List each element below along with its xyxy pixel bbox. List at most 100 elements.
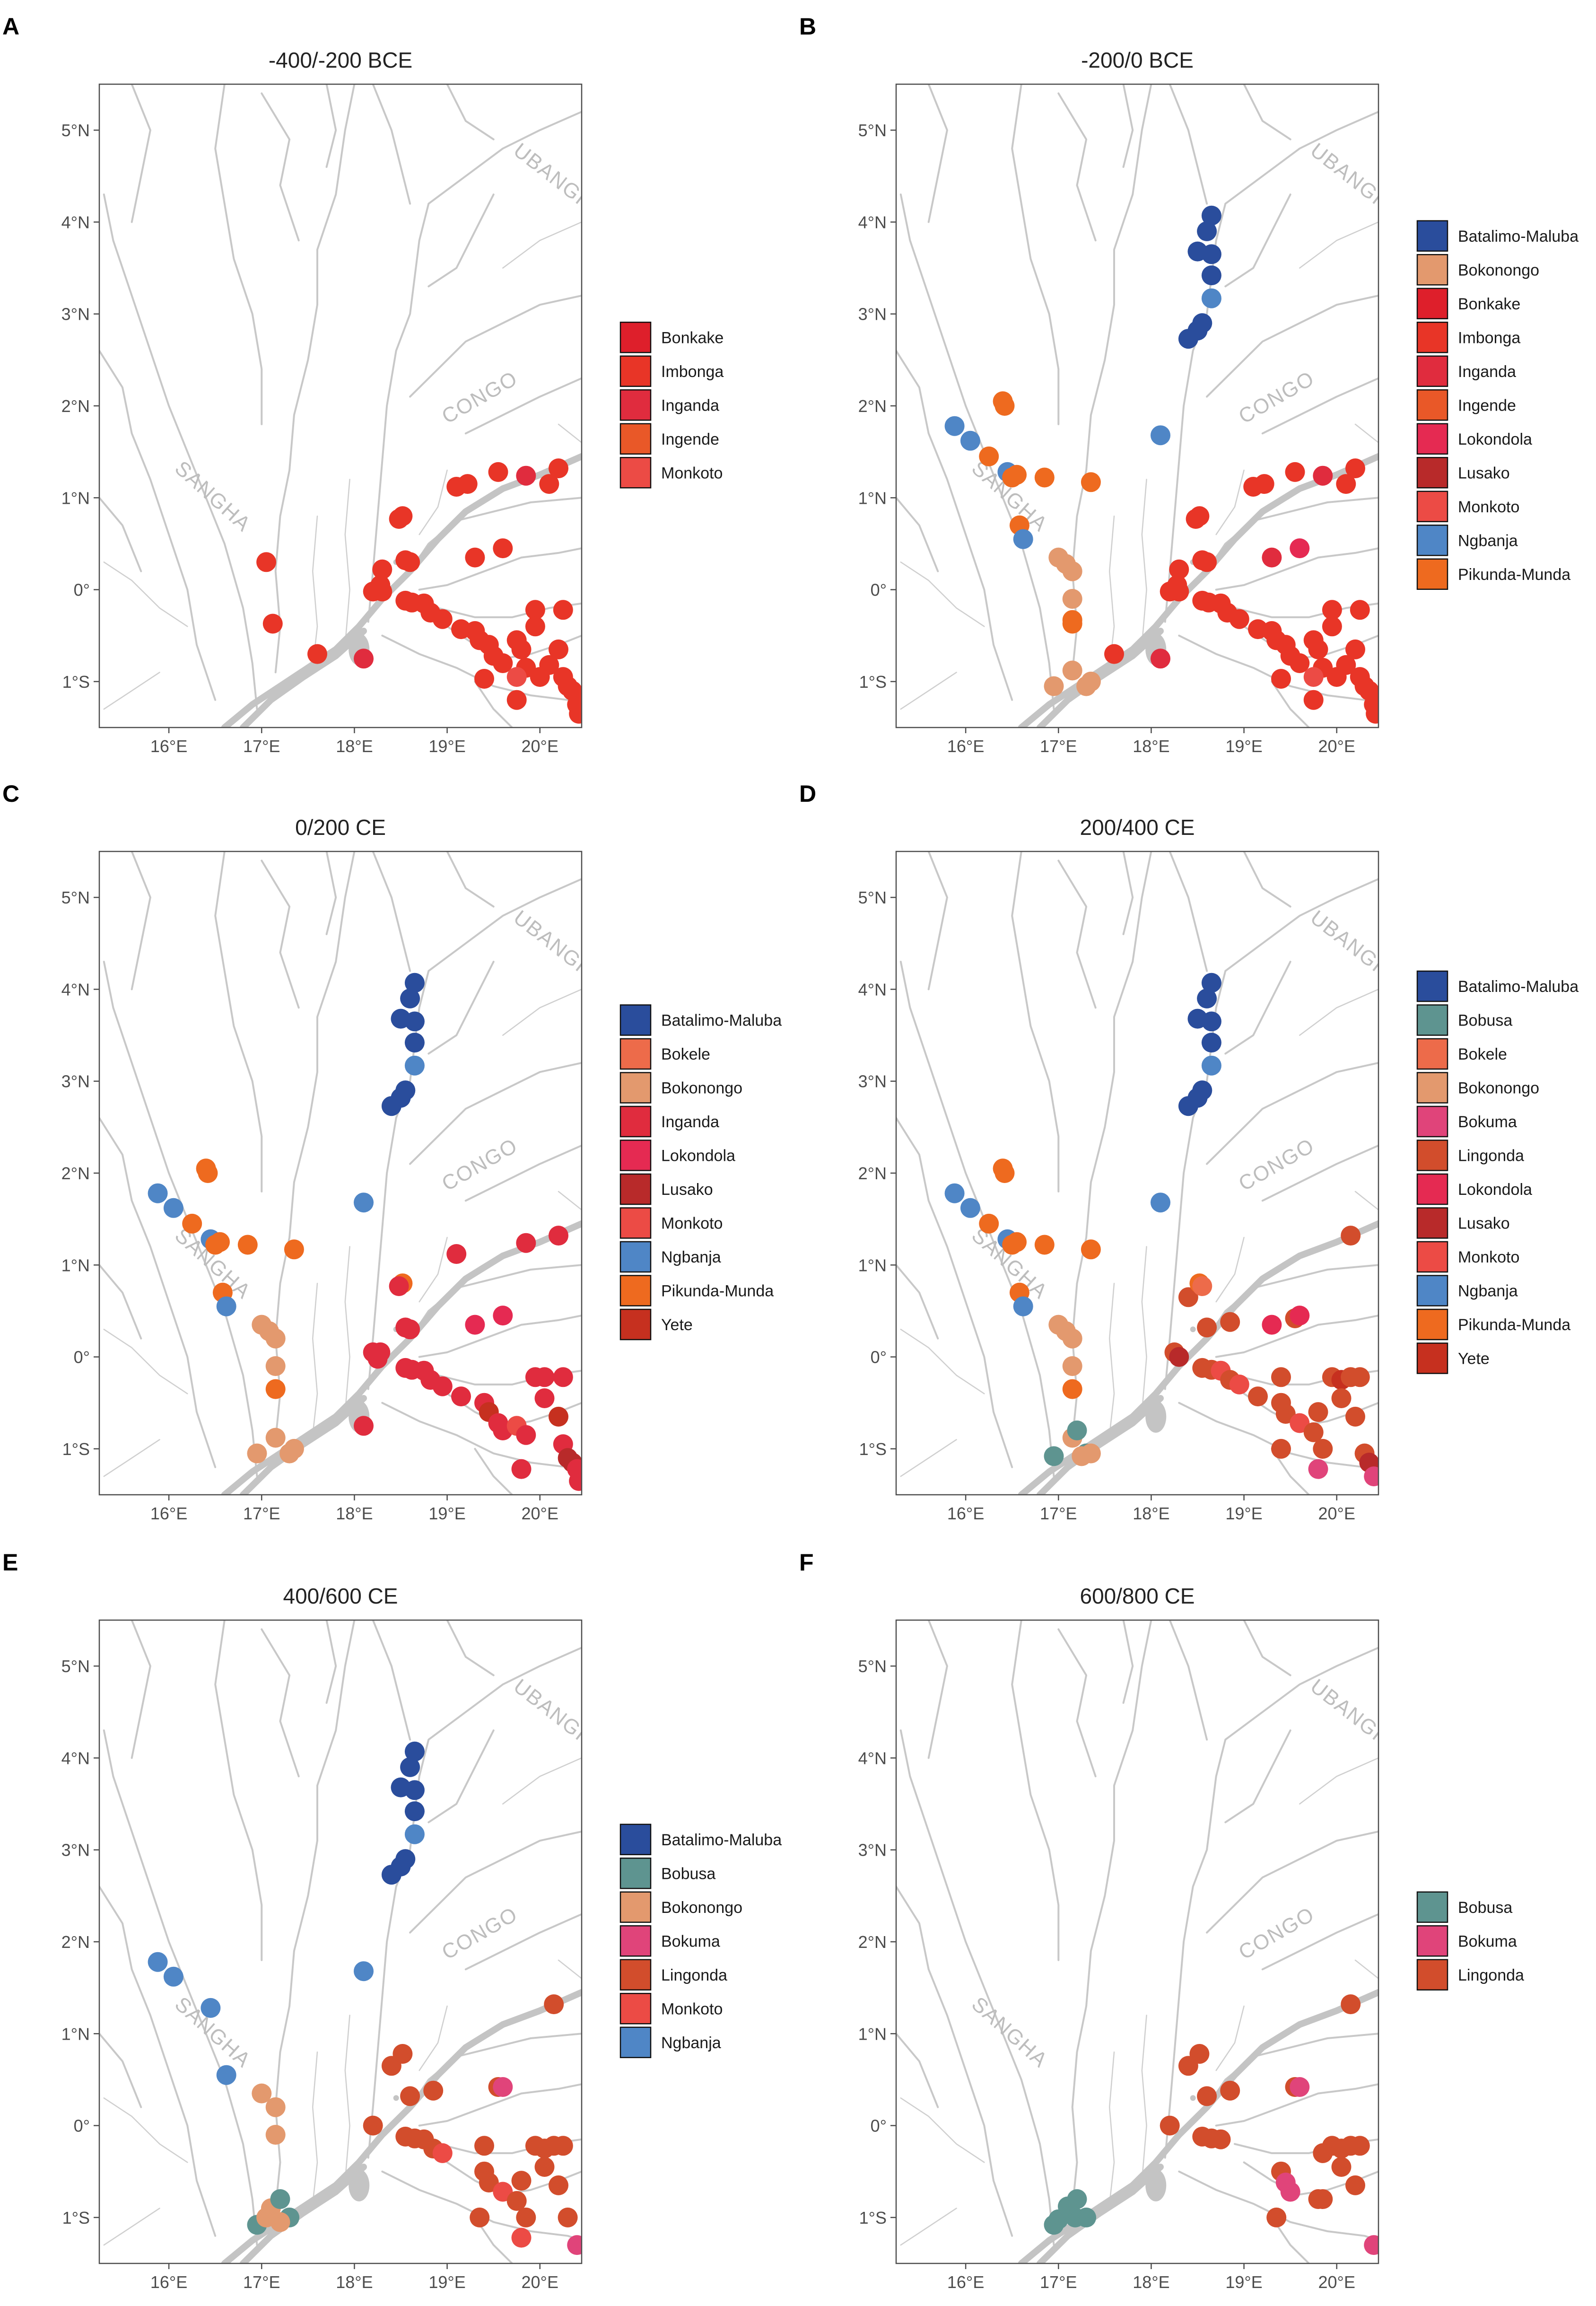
legend-swatch — [619, 457, 652, 489]
panel-title: 200/400 CE — [1080, 815, 1195, 840]
site-marker — [148, 1183, 168, 1203]
site-marker — [1322, 616, 1342, 637]
legend-item: Bokele — [1416, 1038, 1507, 1070]
site-marker — [1248, 1386, 1268, 1407]
site-marker — [1201, 1055, 1221, 1076]
site-marker — [372, 559, 392, 579]
legend-swatch — [1416, 423, 1448, 455]
site-marker — [1290, 653, 1310, 673]
site-marker — [488, 462, 508, 482]
site-marker — [1186, 509, 1206, 529]
lat-tick-label: 1°S — [62, 2208, 90, 2227]
legend-item: Imbonga — [619, 355, 724, 387]
site-marker — [960, 430, 980, 451]
lat-tick-label: 3°N — [858, 1841, 887, 1860]
lon-tick-label: 16°E — [150, 1504, 187, 1523]
site-marker — [432, 2143, 453, 2163]
legend-label: Lokondola — [661, 1147, 735, 1165]
legend-label: Pikunda-Munda — [661, 1282, 774, 1300]
site-marker — [354, 1416, 374, 1436]
site-markers — [944, 973, 1378, 1487]
lat-tick-label: 2°N — [858, 396, 887, 416]
axis-y: 5°N 4°N 3°N 2°N 1°N 0° 1°S — [858, 888, 896, 1459]
site-marker — [404, 1033, 425, 1053]
site-marker — [539, 474, 559, 494]
site-marker — [534, 1388, 555, 1408]
site-marker — [1062, 1356, 1082, 1376]
site-marker — [1062, 614, 1082, 634]
legend-swatch — [1416, 1275, 1448, 1306]
site-marker — [944, 416, 965, 436]
site-marker — [381, 1096, 401, 1116]
site-marker — [1201, 973, 1221, 993]
site-marker — [1313, 465, 1333, 486]
site-marker — [1322, 600, 1342, 620]
legend-item: Inganda — [1416, 355, 1516, 387]
site-marker — [1366, 703, 1378, 724]
site-marker — [1331, 1388, 1352, 1408]
site-marker — [354, 1961, 374, 1982]
site-marker — [1201, 205, 1221, 226]
site-marker — [553, 1367, 573, 1387]
site-marker — [525, 600, 545, 620]
site-marker — [994, 1163, 1015, 1183]
site-marker — [1062, 589, 1082, 609]
legend-label: Bobusa — [1458, 1012, 1512, 1030]
site-marker — [1254, 474, 1274, 494]
site-marker — [516, 2207, 536, 2227]
lat-tick-label: 0° — [74, 1348, 90, 1367]
axis-x: 16°E 17°E 18°E 19°E 20°E — [150, 2263, 558, 2292]
site-marker — [979, 446, 999, 466]
legend-label: Bonkake — [1458, 295, 1520, 313]
site-marker — [1151, 425, 1170, 446]
site-marker — [1034, 467, 1055, 488]
site-marker — [549, 1226, 568, 1246]
site-marker — [284, 1438, 304, 1459]
site-markers — [944, 205, 1378, 724]
legend-label: Yete — [661, 1316, 693, 1334]
legend-swatch — [1416, 1105, 1448, 1138]
legend-label: Imbonga — [661, 363, 724, 381]
legend-item: Monkoto — [1416, 491, 1519, 522]
lat-tick-label: 5°N — [858, 1657, 887, 1676]
lon-tick-label: 19°E — [1225, 737, 1262, 756]
site-marker — [265, 1356, 286, 1376]
site-marker — [525, 616, 545, 637]
site-marker — [216, 1296, 236, 1316]
site-marker — [1062, 1328, 1082, 1349]
legend-swatch — [1416, 1207, 1448, 1239]
lon-tick-label: 20°E — [1318, 2272, 1355, 2292]
legend-label: Pikunda-Munda — [1458, 1316, 1570, 1334]
site-marker — [446, 1244, 467, 1264]
legend-label: Bokonongo — [661, 1899, 742, 1917]
legend-item: Inganda — [619, 389, 719, 421]
legend-swatch — [1416, 1308, 1448, 1341]
lat-tick-label: 2°N — [858, 1164, 887, 1183]
site-marker — [511, 2171, 532, 2191]
lon-tick-label: 17°E — [243, 1504, 280, 1523]
panel-letter: F — [799, 1549, 814, 1576]
site-marker — [516, 1233, 536, 1253]
site-marker — [1013, 1296, 1033, 1316]
site-marker — [1178, 329, 1198, 349]
site-marker — [549, 1406, 568, 1427]
legend-item: Yete — [619, 1308, 693, 1341]
legend-swatch — [619, 1105, 652, 1138]
site-marker — [1201, 1033, 1221, 1053]
axis-y: 5°N 4°N 3°N 2°N 1°N 0° 1°S — [858, 1657, 896, 2227]
site-marker — [1271, 1367, 1291, 1387]
legend-swatch — [619, 423, 652, 455]
legend-swatch — [619, 1241, 652, 1273]
site-marker — [404, 1801, 425, 1822]
lon-tick-label: 19°E — [428, 737, 465, 756]
site-marker — [1229, 609, 1249, 629]
lon-tick-label: 19°E — [1225, 2272, 1262, 2292]
site-marker — [389, 509, 409, 529]
panel-letter: A — [2, 13, 19, 40]
legend-label: Lusako — [1458, 464, 1510, 482]
site-marker — [1271, 669, 1291, 689]
